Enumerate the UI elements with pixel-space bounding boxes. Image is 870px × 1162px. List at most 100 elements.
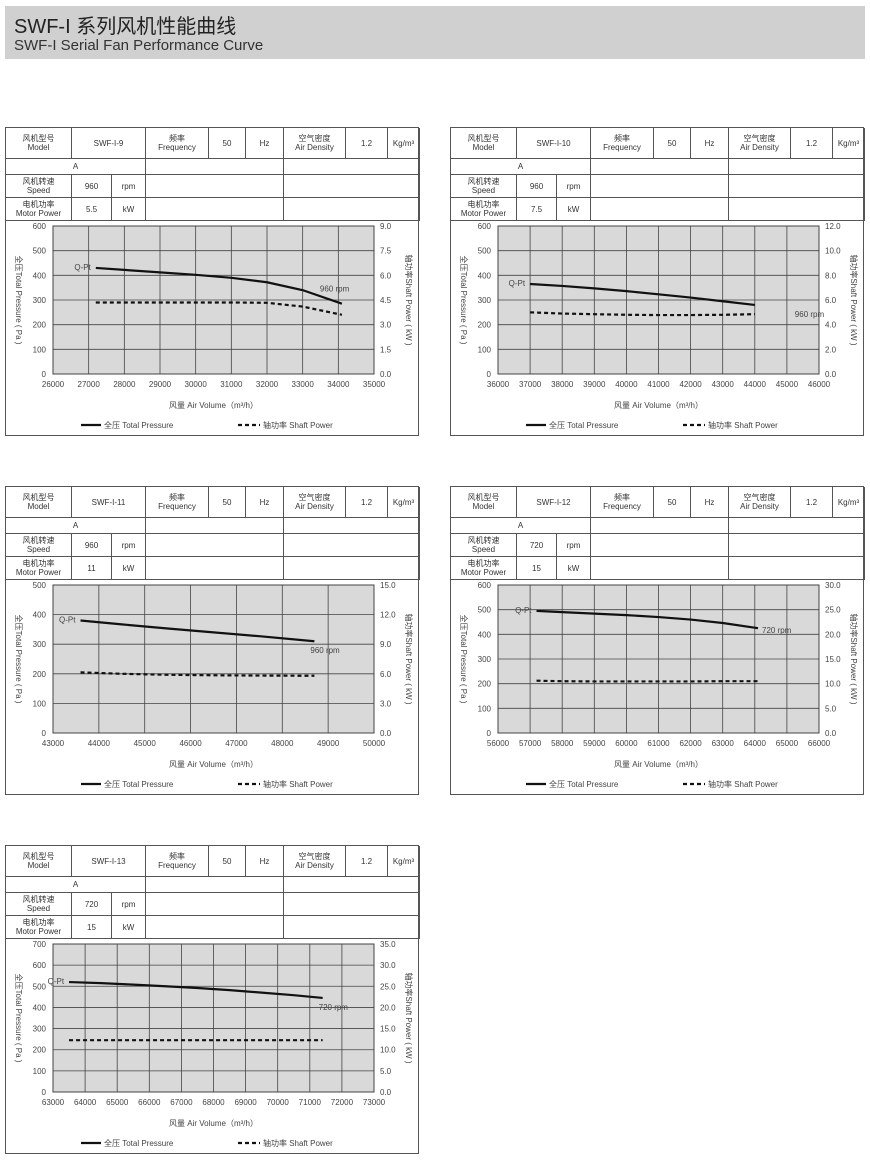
model-label: 风机型号 Model [6, 846, 72, 877]
x-tick-label: 44000 [88, 739, 111, 748]
x-tick-label: 70000 [267, 1098, 290, 1107]
empty-cell [284, 534, 420, 557]
model-value: SWF-I-11 [72, 487, 146, 518]
y-tick-label: 0 [487, 729, 492, 738]
frequency-label: 频率 Frequency [146, 128, 209, 159]
y-axis-left-title: 全压Total Pressure ( Pa ) [459, 256, 469, 345]
legend-power-label: 轴功率 Shaft Power [263, 779, 333, 789]
y-tick-label: 400 [33, 611, 47, 620]
speed-unit: rpm [557, 175, 591, 198]
y-tick-label: 0 [42, 729, 47, 738]
empty-cell [284, 175, 420, 198]
empty-cell [146, 916, 284, 939]
motor-power-label: 电机功率 Motor Power [6, 557, 72, 580]
air-density-label: 空气密度 Air Density [729, 128, 791, 159]
y-axis-right-title: 轴功率Shaft Power ( kW ) [849, 613, 859, 704]
speed-value: 960 [72, 534, 112, 557]
speed-label: 风机转速 Speed [451, 175, 517, 198]
frequency-label: 频率 Frequency [146, 487, 209, 518]
model-value: SWF-I-10 [517, 128, 591, 159]
y-tick-label: 600 [33, 222, 47, 231]
y-tick-label: 500 [33, 982, 47, 991]
model-label: 风机型号 Model [6, 128, 72, 159]
y-tick-label: 400 [33, 1003, 47, 1012]
y-tick-label: 300 [478, 655, 492, 664]
y-tick-label: 500 [33, 247, 47, 256]
spec-table: 风机型号 Model SWF-I-12 频率 Frequency 50 Hz 空气密度 Air … [451, 487, 865, 580]
x-tick-label: 36000 [487, 380, 510, 389]
empty-cell [284, 198, 420, 221]
y-tick-label: 500 [478, 247, 492, 256]
motor-power-value: 15 [72, 916, 112, 939]
y-tick-label: 0 [487, 370, 492, 379]
y-tick-label: 100 [33, 345, 47, 354]
frequency-value: 50 [209, 846, 246, 877]
empty-cell [146, 557, 284, 580]
shaft-power-line [530, 311, 755, 317]
y2-tick-label: 30.0 [380, 961, 396, 970]
x-tick-label: 42000 [679, 380, 702, 389]
empty-cell [146, 877, 284, 893]
speed-value: 720 [72, 893, 112, 916]
x-tick-label: 67000 [170, 1098, 193, 1107]
air-density-label: 空气密度 Air Density [284, 128, 346, 159]
empty-cell [591, 198, 729, 221]
y-tick-label: 200 [478, 321, 492, 330]
y2-tick-label: 25.0 [825, 606, 841, 615]
performance-chart: 26000 27000 28000 29000 30000 31000 32000 33000… [14, 222, 414, 430]
y-tick-label: 100 [478, 704, 492, 713]
y2-tick-label: 2.0 [825, 345, 837, 354]
total-pressure-line [95, 266, 343, 305]
y-tick-label: 200 [478, 680, 492, 689]
empty-cell [284, 877, 420, 893]
air-density-unit: Kg/m³ [833, 128, 865, 159]
curve-label: Q-Pt [74, 263, 91, 272]
empty-cell [729, 198, 865, 221]
x-axis-title: 风量 Air Volume（m³/h） [169, 760, 258, 769]
x-axis-title: 风量 Air Volume（m³/h） [169, 401, 258, 410]
total-pressure-line [80, 619, 315, 643]
model-value: SWF-I-13 [72, 846, 146, 877]
y-tick-label: 100 [478, 345, 492, 354]
x-tick-label: 63000 [42, 1098, 65, 1107]
legend-pressure-label: 全压 Total Pressure [549, 779, 619, 789]
x-axis-title: 风量 Air Volume（m³/h） [614, 760, 703, 769]
spec-table: 风机型号 Model SWF-I-10 频率 Frequency 50 Hz 空气密度 Air … [451, 128, 865, 221]
performance-chart: 56000 57000 58000 59000 60000 61000 62000 63000… [459, 581, 859, 789]
legend-power-label: 轴功率 Shaft Power [708, 779, 778, 789]
speed-label: 风机转速 Speed [6, 175, 72, 198]
x-tick-label: 58000 [551, 739, 574, 748]
y-tick-label: 600 [478, 222, 492, 231]
power-unit: kW [112, 916, 146, 939]
empty-cell [146, 175, 284, 198]
y2-tick-label: 5.0 [380, 1067, 392, 1076]
total-pressure-line [536, 609, 759, 630]
air-density-value: 1.2 [791, 487, 833, 518]
x-tick-label: 28000 [113, 380, 136, 389]
x-tick-label: 44000 [744, 380, 767, 389]
model-value: SWF-I-9 [72, 128, 146, 159]
x-tick-label: 37000 [519, 380, 542, 389]
x-tick-label: 46000 [179, 739, 202, 748]
y-tick-label: 100 [33, 699, 47, 708]
y-tick-label: 0 [42, 1088, 47, 1097]
y2-tick-label: 0.0 [380, 729, 392, 738]
empty-cell [146, 893, 284, 916]
empty-cell [284, 557, 420, 580]
x-tick-label: 26000 [42, 380, 65, 389]
model-label: 风机型号 Model [6, 487, 72, 518]
y-tick-label: 500 [33, 581, 47, 590]
x-tick-label: 69000 [234, 1098, 257, 1107]
motor-power-value: 5.5 [72, 198, 112, 221]
x-tick-label: 60000 [615, 739, 638, 748]
air-density-label: 空气密度 Air Density [729, 487, 791, 518]
y2-tick-label: 7.5 [380, 247, 392, 256]
air-density-value: 1.2 [346, 846, 388, 877]
speed-label: 风机转速 Speed [6, 893, 72, 916]
air-density-label: 空气密度 Air Density [284, 846, 346, 877]
air-density-unit: Kg/m³ [388, 487, 420, 518]
x-tick-label: 71000 [299, 1098, 322, 1107]
power-unit: kW [112, 557, 146, 580]
type-value: A [6, 518, 146, 534]
frequency-unit: Hz [691, 128, 729, 159]
